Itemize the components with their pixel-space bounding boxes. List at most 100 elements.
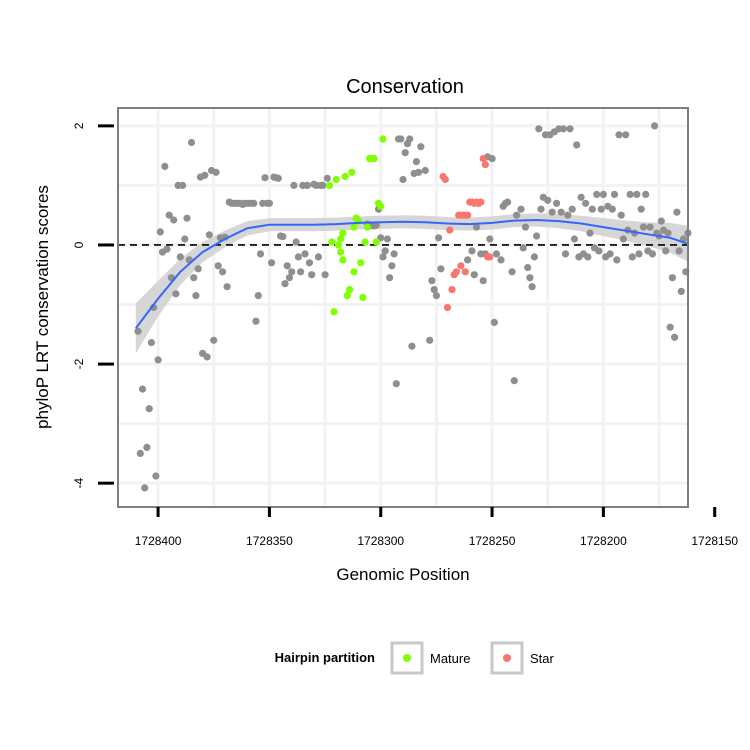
point-other	[181, 235, 189, 243]
panel-border	[117, 107, 689, 508]
point-other	[165, 211, 173, 219]
point-other	[297, 268, 305, 276]
point-other	[152, 472, 160, 480]
point-other	[626, 190, 634, 198]
point-mature	[357, 259, 365, 267]
point-other	[564, 211, 572, 219]
point-other	[143, 443, 151, 451]
point-other	[479, 277, 487, 285]
point-other	[599, 190, 608, 198]
point-other	[321, 271, 329, 279]
point-other	[201, 171, 209, 179]
point-other	[412, 158, 420, 166]
point-other	[308, 271, 316, 279]
point-other	[383, 235, 391, 243]
legend-item-mature: Mature	[390, 641, 470, 675]
point-mature	[334, 241, 342, 249]
point-star	[479, 155, 487, 163]
point-other	[386, 274, 394, 282]
point-other	[285, 274, 293, 282]
point-star	[477, 198, 485, 206]
point-other	[205, 231, 213, 239]
point-other	[586, 229, 594, 237]
point-other	[172, 290, 180, 298]
point-other	[372, 221, 380, 229]
point-other	[437, 265, 445, 273]
point-other	[642, 190, 650, 198]
x-tick-label: 1728400	[135, 534, 182, 548]
point-other	[508, 268, 516, 276]
point-other	[472, 223, 481, 231]
point-other	[504, 198, 512, 206]
point-other	[303, 181, 311, 189]
point-other	[163, 245, 171, 253]
point-other	[570, 235, 579, 243]
point-other	[619, 235, 628, 243]
point-other	[154, 356, 162, 364]
point-mature	[346, 286, 354, 294]
point-mature	[341, 172, 349, 181]
point-other	[252, 317, 260, 325]
point-mature	[372, 238, 380, 246]
point-mature	[377, 202, 385, 210]
point-other	[279, 233, 287, 241]
point-other	[406, 135, 414, 143]
point-other	[673, 208, 681, 216]
point-other	[388, 262, 396, 270]
point-other	[192, 292, 200, 300]
point-other	[421, 166, 429, 175]
point-other	[426, 336, 434, 344]
point-other	[145, 405, 153, 413]
point-star	[481, 161, 489, 169]
point-mature	[332, 175, 340, 184]
chart-title: Conservation	[346, 76, 464, 98]
point-other	[593, 190, 601, 198]
smooth-curve	[135, 218, 689, 329]
legend-label-star: Star	[530, 651, 555, 666]
point-other	[176, 253, 184, 261]
point-other	[595, 247, 603, 255]
point-star	[486, 253, 494, 261]
smooth-line	[135, 218, 689, 329]
point-mature	[325, 181, 334, 189]
point-other	[544, 196, 552, 204]
point-other	[161, 162, 169, 170]
x-tick-label: 1728300	[357, 534, 404, 548]
y-tick-label: 0	[72, 241, 86, 248]
point-other	[223, 283, 231, 291]
point-other	[622, 131, 630, 139]
point-other	[138, 385, 147, 393]
point-other	[613, 256, 621, 264]
point-other	[584, 253, 592, 261]
point-other	[292, 238, 300, 246]
y-tick-label: 2	[72, 122, 86, 129]
point-star	[443, 303, 452, 312]
smooth-ribbon	[135, 213, 688, 354]
point-other	[588, 205, 596, 213]
point-other	[524, 264, 532, 272]
point-other	[261, 174, 269, 182]
point-mature	[370, 155, 378, 163]
point-other	[486, 235, 494, 243]
y-tick-label: -4	[72, 478, 86, 489]
point-other	[662, 247, 670, 255]
point-other	[526, 274, 534, 282]
point-other	[651, 122, 659, 130]
point-other	[635, 250, 643, 258]
point-other	[319, 181, 327, 189]
point-mature	[350, 223, 358, 231]
point-other	[610, 190, 619, 198]
point-other	[147, 339, 155, 347]
legend-title: Hairpin partition	[275, 650, 375, 665]
point-other	[134, 327, 142, 335]
point-other	[401, 149, 409, 157]
point-other	[274, 174, 282, 182]
point-other	[428, 277, 436, 285]
point-other	[617, 211, 625, 219]
point-other	[533, 232, 541, 240]
point-other	[254, 292, 262, 300]
point-other	[664, 229, 672, 237]
point-other	[203, 353, 211, 361]
axes: 1728400 1728350 1728300 1728250 1728200 17281…	[72, 122, 738, 548]
